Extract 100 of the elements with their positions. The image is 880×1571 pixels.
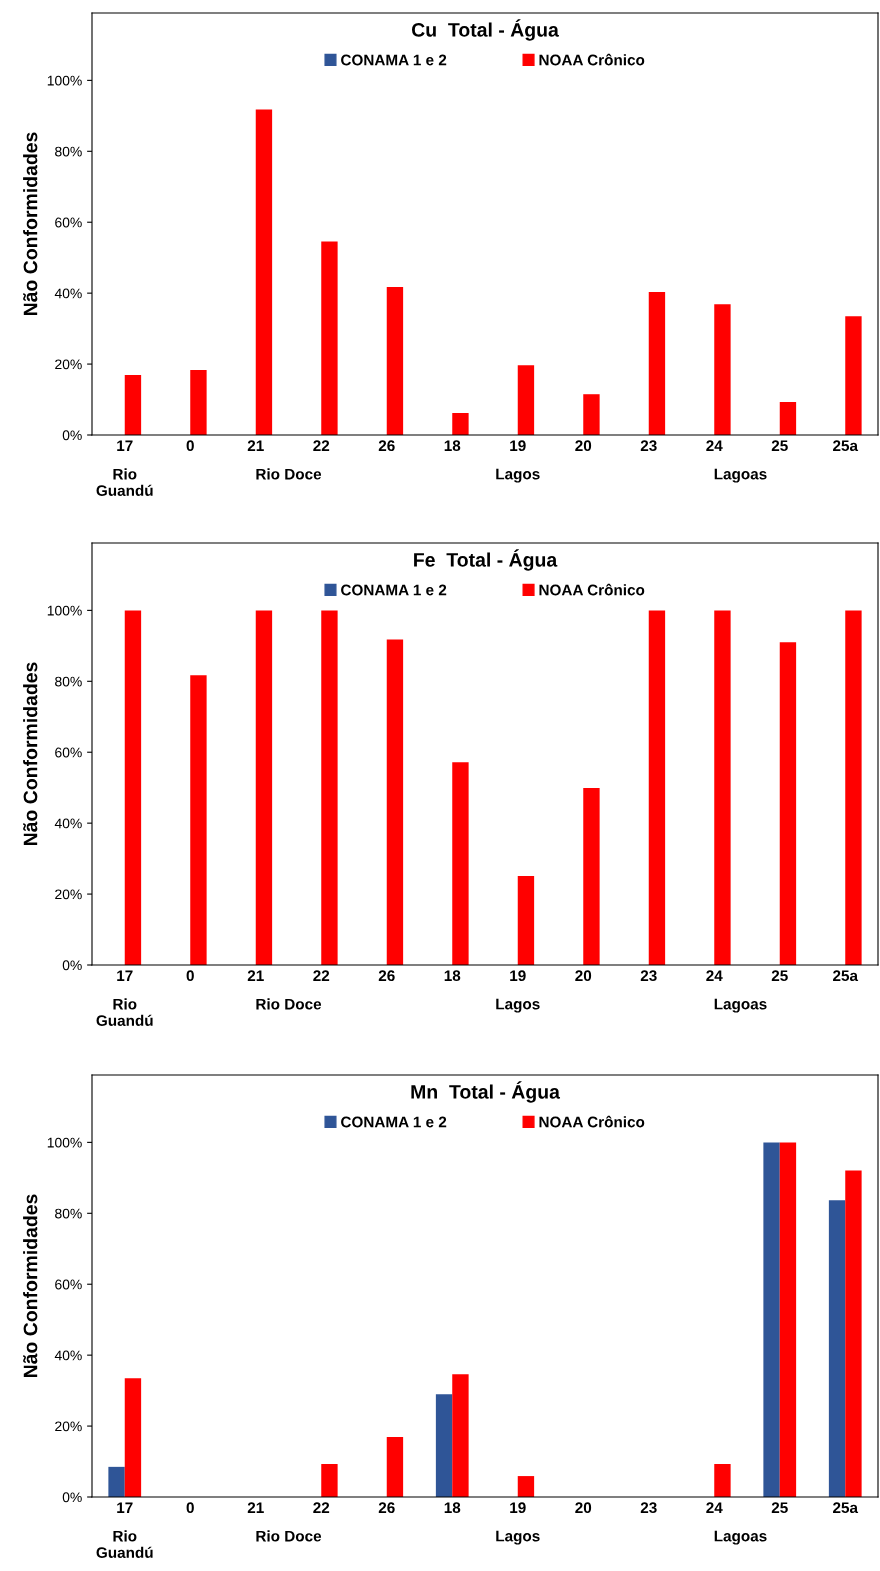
bar <box>517 365 535 435</box>
x-tick-label: 26 <box>378 970 395 982</box>
text: Rio Guandú <box>96 1530 153 1559</box>
text: Rio Doce <box>256 1530 322 1542</box>
bar <box>452 762 469 965</box>
bar <box>517 875 535 965</box>
text: Lagos <box>496 1530 540 1545</box>
legend-label: NOAA Crônico <box>539 1115 645 1128</box>
x-tick-label: 17 <box>117 1502 133 1513</box>
bar <box>321 241 338 435</box>
y-tick-label: 100% <box>47 605 82 616</box>
x-tick-label: 18 <box>444 440 461 452</box>
x-tick-label: 25 <box>771 970 788 982</box>
y-tick-label: 100% <box>47 75 82 86</box>
y-tick-label: 60% <box>55 1279 82 1290</box>
x-tick-label: 20 <box>575 970 592 982</box>
bar <box>124 1378 142 1497</box>
text: Lagos <box>496 998 540 1013</box>
bar <box>321 610 338 965</box>
x-tick-label: 24 <box>706 1502 723 1513</box>
legend-label: CONAMA 1 e 2 <box>341 1116 447 1128</box>
bar <box>583 394 600 435</box>
x-tick-label: 25 <box>771 440 788 452</box>
x-tick-label: 20 <box>575 1502 592 1514</box>
bar <box>386 639 404 965</box>
x-tick-label: 25a <box>833 1502 859 1514</box>
x-tick-label: 20 <box>575 440 592 452</box>
chart-title: Mn Total - Água <box>411 1081 561 1103</box>
y-axis-title: Não Conformidades <box>23 662 38 846</box>
x-tick-label: 22 <box>313 970 330 981</box>
y-tick-label: 40% <box>54 288 82 299</box>
y-tick-label: 80% <box>55 146 82 157</box>
bar <box>124 375 142 435</box>
x-tick-label: 19 <box>510 440 526 452</box>
x-tick-label: 25a <box>833 970 859 982</box>
bar <box>779 642 797 965</box>
bar <box>779 1142 797 1497</box>
y-tick-label: 20% <box>55 889 82 900</box>
bar <box>255 109 273 435</box>
bar <box>714 610 731 965</box>
bar <box>714 1464 731 1497</box>
text: Rio Doce <box>256 468 322 480</box>
y-tick-label: 80% <box>55 676 82 687</box>
legend-label: CONAMA 1 e 2 <box>341 54 447 66</box>
text: Lagoas <box>714 998 767 1013</box>
legend-label: NOAA Crônico <box>539 583 645 596</box>
bar <box>648 292 666 435</box>
bar <box>714 304 731 435</box>
text: Lagoas <box>714 468 767 483</box>
y-axis-title: Não Conformidades <box>23 132 38 316</box>
x-tick-label: 24 <box>706 970 723 981</box>
y-tick-label: 40% <box>54 1350 82 1361</box>
x-tick-label: 25a <box>833 440 859 452</box>
bar <box>845 1170 862 1497</box>
x-tick-label: 18 <box>444 970 461 982</box>
x-tick-label: 0 <box>186 970 194 982</box>
bar <box>321 1464 338 1497</box>
x-tick-label: 25 <box>771 1502 788 1514</box>
bar <box>648 610 666 965</box>
bar <box>124 610 142 965</box>
x-tick-label: 17 <box>117 440 133 451</box>
text: Lagos <box>496 468 540 483</box>
x-tick-label: 21 <box>247 440 264 451</box>
x-tick-label: 23 <box>640 1502 657 1514</box>
bar <box>828 1200 846 1497</box>
x-tick-label: 0 <box>186 1502 194 1514</box>
y-tick-label: 60% <box>55 747 82 758</box>
bar <box>779 402 797 435</box>
bar <box>763 1142 780 1497</box>
bar <box>452 1374 469 1497</box>
bar <box>845 316 862 435</box>
y-tick-label: 0% <box>62 430 82 441</box>
y-axis-title: Não Conformidades <box>23 1194 38 1378</box>
bar <box>435 1394 453 1497</box>
x-tick-label: 23 <box>640 970 657 982</box>
y-tick-label: 20% <box>55 1421 82 1432</box>
text: Lagoas <box>714 1530 767 1545</box>
x-tick-label: 19 <box>510 970 526 982</box>
x-tick-label: 24 <box>706 440 723 451</box>
x-tick-label: 23 <box>640 440 657 452</box>
bar <box>583 788 600 965</box>
bar <box>517 1476 535 1497</box>
bar <box>386 1437 404 1497</box>
bar <box>255 610 273 965</box>
x-tick-label: 26 <box>378 440 395 452</box>
x-tick-label: 18 <box>444 1502 461 1514</box>
text: Rio Guandú <box>96 998 153 1027</box>
x-tick-label: 22 <box>313 440 330 451</box>
y-tick-label: 60% <box>55 217 82 228</box>
y-tick-label: 100% <box>47 1137 82 1148</box>
legend-label: NOAA Crônico <box>539 53 645 66</box>
x-tick-label: 21 <box>247 1502 264 1513</box>
bar <box>845 610 862 965</box>
x-tick-label: 19 <box>510 1502 526 1514</box>
y-tick-label: 20% <box>55 359 82 370</box>
y-tick-label: 0% <box>62 960 82 971</box>
x-tick-label: 17 <box>117 970 133 981</box>
chart-title: Cu Total - Água <box>411 19 559 41</box>
bar <box>452 413 469 435</box>
x-tick-label: 21 <box>247 970 264 981</box>
